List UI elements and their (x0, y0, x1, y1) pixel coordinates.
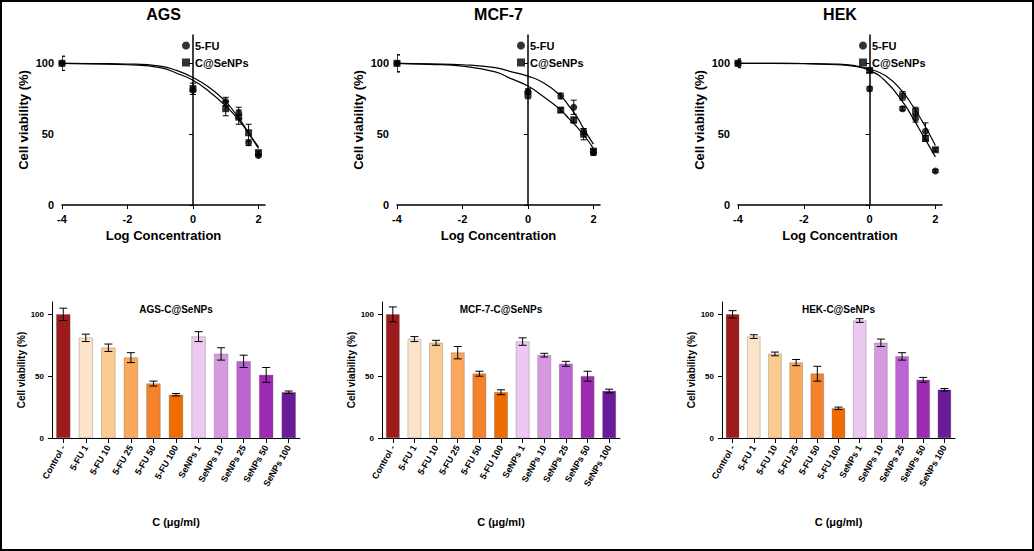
svg-text:-2: -2 (123, 213, 133, 225)
svg-text:HEK-C@SeNPs: HEK-C@SeNPs (802, 304, 876, 315)
svg-text:5-FU 50: 5-FU 50 (133, 443, 158, 476)
svg-text:SeNPs 25: SeNPs 25 (218, 443, 248, 484)
svg-text:100: 100 (361, 310, 375, 319)
svg-text:Log Concentration: Log Concentration (782, 228, 898, 243)
svg-text:-2: -2 (799, 213, 809, 225)
svg-text:AGS-C@SeNPs: AGS-C@SeNPs (139, 304, 213, 315)
svg-text:5-FU 10: 5-FU 10 (415, 443, 441, 477)
svg-text:Control -: Control - (370, 443, 397, 480)
svg-text:Cell viability (%): Cell viability (%) (692, 70, 707, 170)
svg-text:-2: -2 (458, 213, 468, 225)
svg-text:SeNPs 100: SeNPs 100 (261, 443, 293, 488)
svg-text:0: 0 (48, 199, 54, 211)
svg-text:SeNPs 1: SeNPs 1 (176, 443, 203, 480)
svg-text:SeNPs 10: SeNPs 10 (196, 443, 226, 484)
svg-text:0: 0 (383, 199, 389, 211)
svg-text:Cell viability (%): Cell viability (%) (351, 70, 366, 170)
svg-text:5-FU 100: 5-FU 100 (152, 443, 181, 481)
svg-text:50: 50 (42, 128, 54, 140)
svg-text:Log Concentration: Log Concentration (106, 228, 222, 243)
svg-text:HEK: HEK (823, 6, 857, 23)
svg-text:100: 100 (31, 310, 45, 319)
svg-text:5-FU 100: 5-FU 100 (815, 443, 843, 481)
svg-text:2: 2 (590, 213, 596, 225)
svg-text:5-FU: 5-FU (530, 40, 555, 52)
svg-text:SeNPs 10: SeNPs 10 (519, 443, 549, 484)
svg-text:SeNPs 50: SeNPs 50 (898, 443, 928, 484)
svg-text:5-FU 10: 5-FU 10 (88, 443, 113, 476)
svg-text:0: 0 (190, 213, 196, 225)
svg-text:0: 0 (867, 213, 873, 225)
svg-text:5-FU 25: 5-FU 25 (437, 443, 463, 477)
svg-text:Cell viability (%): Cell viability (%) (346, 332, 357, 409)
svg-text:-4: -4 (733, 213, 744, 225)
svg-text:Control -: Control - (40, 443, 67, 480)
svg-text:50: 50 (365, 372, 374, 381)
svg-text:50: 50 (718, 128, 730, 140)
svg-text:-4: -4 (392, 213, 403, 225)
svg-text:0: 0 (370, 434, 375, 443)
svg-text:MCF-7: MCF-7 (474, 6, 523, 23)
svg-text:100: 100 (36, 57, 54, 69)
svg-text:C@SeNPs: C@SeNPs (872, 57, 926, 69)
svg-text:SeNPs 100: SeNPs 100 (917, 443, 949, 488)
svg-text:Log Concentration: Log Concentration (441, 228, 557, 243)
svg-text:SeNPs 1: SeNPs 1 (500, 443, 527, 480)
svg-text:5-FU 25: 5-FU 25 (110, 443, 135, 476)
svg-text:SeNPs 50: SeNPs 50 (562, 443, 592, 484)
svg-text:-4: -4 (57, 213, 68, 225)
svg-text:5-FU: 5-FU (195, 40, 220, 52)
svg-text:2: 2 (255, 213, 261, 225)
svg-text:SeNPs 50: SeNPs 50 (241, 443, 271, 484)
svg-text:SeNPs 25: SeNPs 25 (541, 443, 571, 484)
svg-text:MCF-7-C@SeNPs: MCF-7-C@SeNPs (460, 304, 543, 315)
svg-text:C (μg/ml): C (μg/ml) (815, 516, 863, 528)
svg-text:SeNPs 25: SeNPs 25 (877, 443, 907, 484)
svg-text:5-FU 50: 5-FU 50 (796, 443, 822, 477)
svg-text:SeNPs 1: SeNPs 1 (837, 443, 864, 480)
svg-text:50: 50 (705, 372, 714, 381)
svg-text:100: 100 (712, 57, 730, 69)
svg-text:0: 0 (525, 213, 531, 225)
svg-text:5-FU 100: 5-FU 100 (477, 443, 506, 481)
svg-text:Cell viability (%): Cell viability (%) (16, 70, 31, 170)
svg-text:Control -: Control - (710, 443, 737, 480)
svg-text:SeNPs 100: SeNPs 100 (582, 443, 614, 488)
svg-text:50: 50 (377, 128, 389, 140)
svg-text:AGS: AGS (146, 6, 181, 23)
svg-text:SeNPs 10: SeNPs 10 (856, 443, 886, 484)
svg-text:0: 0 (724, 199, 730, 211)
svg-text:5-FU 50: 5-FU 50 (458, 443, 484, 477)
svg-text:5-FU 1: 5-FU 1 (68, 443, 90, 472)
svg-text:C (μg/ml): C (μg/ml) (152, 516, 200, 528)
svg-text:0: 0 (710, 434, 715, 443)
svg-text:0: 0 (40, 434, 45, 443)
svg-text:C@SeNPs: C@SeNPs (530, 57, 584, 69)
svg-text:100: 100 (371, 57, 389, 69)
svg-text:5-FU 1: 5-FU 1 (396, 443, 418, 472)
svg-text:C (μg/ml): C (μg/ml) (477, 516, 525, 528)
svg-text:50: 50 (35, 372, 44, 381)
svg-text:5-FU 25: 5-FU 25 (775, 443, 801, 477)
svg-text:100: 100 (701, 310, 715, 319)
svg-text:Cell viability (%): Cell viability (%) (686, 332, 697, 409)
svg-text:5-FU: 5-FU (872, 40, 897, 52)
svg-text:Cell viability (%): Cell viability (%) (16, 332, 27, 409)
svg-text:5-FU 1: 5-FU 1 (736, 443, 758, 472)
svg-text:5-FU 10: 5-FU 10 (754, 443, 780, 477)
svg-text:C@SeNPs: C@SeNPs (195, 57, 249, 69)
svg-text:2: 2 (932, 213, 938, 225)
